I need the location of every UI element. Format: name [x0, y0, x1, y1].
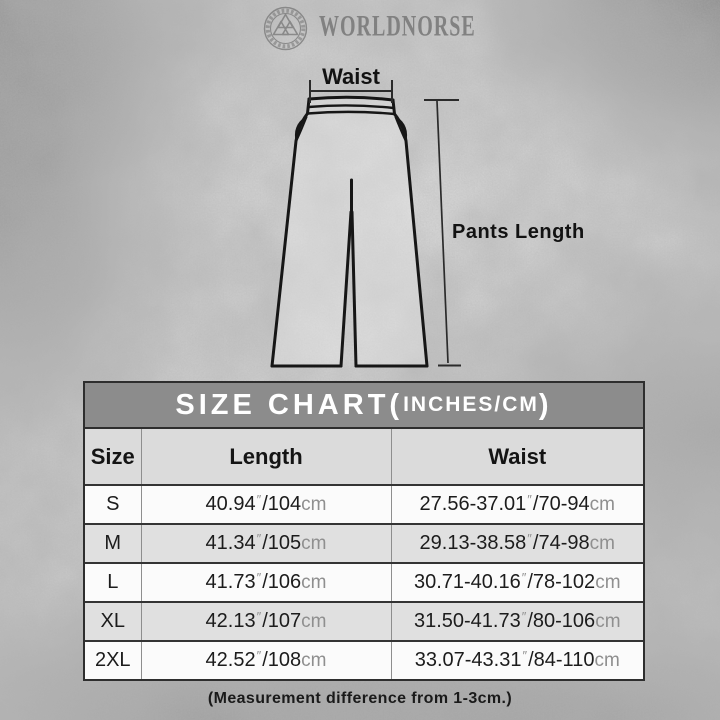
waist-cell: 29.13-38.58″/74-98cm	[390, 524, 643, 564]
pants-outline	[270, 95, 429, 368]
length-inches: 41.34	[205, 532, 256, 554]
waist-cm: /70-94	[532, 493, 590, 515]
length-cm: /107	[262, 610, 302, 632]
waist-cm: /74-98	[532, 532, 590, 554]
size-cell: M	[85, 524, 141, 564]
pants-diagram: Waist Pants Length	[270, 64, 585, 368]
pocket-icon	[295, 116, 407, 142]
size-row-s: S 40.94″/104cm 27.56-37.01″/70-94cm	[85, 485, 643, 525]
inch-mark: ″	[256, 648, 262, 663]
waist-cm: /84-110	[528, 649, 595, 671]
waist-cell: 31.50-41.73″/80-106cm	[390, 602, 643, 642]
title-close: )	[538, 388, 553, 421]
cm-unit: cm	[589, 533, 615, 554]
waist-inches: 33.07-43.31	[414, 649, 522, 671]
header-row: Size Length Waist	[85, 429, 643, 486]
length-cell: 42.52″/108cm	[140, 641, 391, 679]
inch-mark: ″	[256, 531, 262, 546]
waist-inches: 29.13-38.58	[419, 532, 527, 554]
size-chart-table: Size Length Waist S 40.94″/104cm 27.56-37.…	[85, 429, 643, 679]
title-unit: INCHES/CM	[403, 393, 539, 416]
inch-mark: ″	[527, 531, 532, 546]
waist-cell: 27.56-37.01″/70-94cm	[390, 485, 643, 525]
length-inches: 42.13	[205, 610, 256, 632]
length-inches: 40.94	[205, 493, 256, 515]
length-inches: 41.73	[205, 571, 256, 593]
inch-mark: ″	[256, 570, 262, 585]
size-row-m: M 41.34″/105cm 29.13-38.58″/74-98cm	[85, 524, 643, 564]
size-chart: SIZE CHART( INCHES/CM ) Size Length Wais…	[83, 381, 645, 681]
cm-unit: cm	[595, 572, 621, 593]
inch-mark: ″	[521, 570, 527, 585]
waist-cm: /80-106	[527, 610, 596, 632]
cm-unit: cm	[594, 650, 620, 671]
size-cell: 2XL	[85, 641, 141, 679]
length-cm: /104	[262, 493, 302, 515]
title-main: SIZE CHART(	[175, 388, 404, 421]
size-cell: XL	[85, 602, 141, 642]
length-cm: /105	[262, 532, 302, 554]
header-waist: Waist	[390, 429, 643, 486]
header-size: Size	[85, 429, 141, 486]
valknut-logo-icon	[263, 6, 308, 51]
length-cm: /106	[262, 571, 302, 593]
inch-mark: ″	[521, 609, 527, 624]
inch-mark: ″	[256, 492, 262, 507]
size-row-xl: XL 42.13″/107cm 31.50-41.73″/80-106cm	[85, 602, 643, 642]
brand-name: WORLDNORSE	[319, 10, 476, 43]
waist-label: Waist	[322, 64, 381, 89]
inch-mark: ″	[256, 609, 262, 624]
waist-inches: 30.71-40.16	[413, 571, 521, 593]
size-row-2xl: 2XL 42.52″/108cm 33.07-43.31″/84-110cm	[85, 641, 643, 679]
waist-cell: 33.07-43.31″/84-110cm	[390, 641, 643, 679]
measurement-footnote: (Measurement difference from 1-3cm.)	[207, 690, 513, 707]
cm-unit: cm	[595, 611, 621, 632]
inch-mark: ″	[522, 648, 528, 663]
size-chart-body: S 40.94″/104cm 27.56-37.01″/70-94cm M 41.34″…	[85, 485, 643, 679]
pants-length-label: Pants Length	[452, 221, 585, 243]
waist-measure-line	[309, 80, 393, 103]
length-cell: 42.13″/107cm	[140, 602, 391, 642]
cm-unit: cm	[301, 611, 327, 632]
waist-cm: /78-102	[527, 571, 596, 593]
length-measure-line	[424, 99, 461, 367]
waist-inches: 31.50-41.73	[413, 610, 521, 632]
cm-unit: cm	[301, 494, 327, 515]
length-cm: /108	[262, 649, 302, 671]
size-row-l: L 41.73″/106cm 30.71-40.16″/78-102cm	[85, 563, 643, 603]
header-length: Length	[140, 429, 391, 486]
cm-unit: cm	[301, 572, 327, 593]
length-inches: 42.52	[205, 649, 256, 671]
length-cell: 41.34″/105cm	[140, 524, 391, 564]
cm-unit: cm	[301, 533, 327, 554]
waist-cell: 30.71-40.16″/78-102cm	[390, 563, 643, 603]
length-cell: 41.73″/106cm	[140, 563, 391, 603]
inch-mark: ″	[527, 492, 532, 507]
size-cell: L	[85, 563, 141, 603]
waist-inches: 27.56-37.01	[419, 493, 527, 515]
length-cell: 40.94″/104cm	[140, 485, 391, 525]
size-chart-title: SIZE CHART( INCHES/CM )	[85, 383, 643, 429]
cm-unit: cm	[589, 494, 615, 515]
cm-unit: cm	[301, 650, 327, 671]
size-cell: S	[85, 485, 141, 525]
